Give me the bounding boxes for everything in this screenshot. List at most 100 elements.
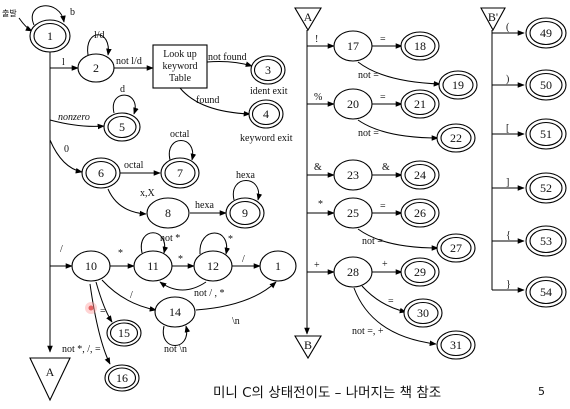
- left-states: 1 2 Look up keyword Table 3 4 5 6 7 8: [29, 19, 297, 392]
- state-18-inner: [404, 34, 436, 58]
- edges: [18, 5, 525, 365]
- state-54-inner: [529, 279, 563, 305]
- edge-table-4: [179, 87, 251, 117]
- edge-start: [18, 17, 33, 32]
- label-loop-2: l/d: [94, 30, 105, 41]
- label-loop-14: not \n: [164, 344, 187, 355]
- state-2: [77, 53, 115, 83]
- keyword-table-line-2: keyword: [163, 61, 198, 72]
- state-25: [333, 197, 373, 229]
- state-6-inner: [85, 160, 117, 186]
- state-4-label: 4: [263, 107, 269, 121]
- state-12-label: 12: [207, 259, 219, 273]
- label-28-31: not =, +: [352, 326, 384, 337]
- state-26-label: 26: [414, 206, 426, 220]
- label-plus: +: [314, 260, 320, 271]
- state-3-inner: [253, 58, 283, 82]
- connector-b: [294, 335, 322, 360]
- cursor-dot: [88, 305, 94, 311]
- edge-17-19: [357, 61, 441, 87]
- state-51-label: 51: [540, 127, 552, 141]
- edge-table-3: [206, 61, 253, 67]
- state-31-inner: [440, 333, 472, 357]
- label-loop-1: b: [70, 7, 75, 18]
- label-23-24: &: [382, 162, 390, 173]
- state-21-label: 21: [414, 97, 426, 111]
- label-bang: !: [315, 34, 318, 45]
- edge-10-16: [89, 283, 111, 365]
- label-17-18: =: [380, 34, 386, 45]
- state-49-inner: [529, 20, 563, 46]
- state-11: [133, 250, 173, 282]
- edge-10-15: [95, 281, 113, 323]
- label-20-22: not =: [358, 128, 379, 139]
- state-7-label: 7: [177, 166, 183, 180]
- label-1-2: l: [62, 57, 65, 68]
- state-53-label: 53: [540, 234, 552, 248]
- label-28-29: +: [382, 259, 388, 270]
- state-1-return: [259, 250, 297, 282]
- label-17-19: not =: [358, 70, 379, 81]
- connector-a-top-label: A: [304, 10, 313, 24]
- edge-20-22: [357, 119, 439, 141]
- edge-28-31: [353, 287, 437, 346]
- label-25-27: not =: [362, 236, 383, 247]
- edge-loop-11: [140, 232, 169, 254]
- state-23: [333, 159, 373, 191]
- state-20: [333, 88, 373, 120]
- label-slash: /: [60, 244, 63, 255]
- label-lparen: (: [506, 22, 510, 33]
- edge-28-30: [361, 285, 407, 314]
- state-52-label: 52: [540, 181, 552, 195]
- label-12-11-back: not / , *: [194, 288, 225, 299]
- label-6-8: x,X: [140, 188, 156, 199]
- state-17-label: 17: [347, 39, 359, 53]
- connector-a-bottom-label: A: [46, 365, 55, 379]
- edge-loop-9: [232, 180, 263, 201]
- slide-caption: 미니 C의 상태전이도 – 나머지는 책 참조: [213, 385, 441, 401]
- label-loop-12: *: [228, 234, 233, 245]
- state-9-label: 9: [242, 206, 248, 220]
- label-20-21: =: [380, 92, 386, 103]
- label-table-3: not found: [208, 52, 247, 63]
- state-26-inner: [404, 201, 436, 225]
- label-10-16: not *, /, =: [62, 344, 101, 355]
- edge-25-27: [357, 228, 439, 251]
- state-11-label: 11: [147, 259, 159, 273]
- label-lbrace: {: [506, 230, 511, 241]
- page-number: 5: [538, 385, 545, 398]
- keyword-table-line-1: Look up: [163, 49, 197, 60]
- edge-loop-2: [87, 34, 112, 56]
- connector-b-label: B: [304, 338, 312, 352]
- state-51-inner: [529, 121, 563, 147]
- label-rbracket: ]: [506, 177, 509, 188]
- block-a-labels: ! = not = % = not = & & * = not = + + = …: [314, 34, 394, 337]
- state-28: [333, 256, 373, 288]
- state-30-inner: [407, 301, 439, 325]
- connectors: A A B B': [29, 7, 506, 402]
- state-23-label: 23: [347, 168, 359, 182]
- label-loop-9: hexa: [236, 170, 255, 181]
- state-9-inner: [229, 200, 261, 226]
- edge-loop-7: [168, 140, 197, 161]
- state-31-label: 31: [450, 338, 462, 352]
- state-21-inner: [404, 92, 436, 116]
- label-ident-exit: ident exit: [250, 86, 288, 97]
- connector-a-bottom: [29, 357, 71, 402]
- label-11-12: *: [178, 254, 183, 265]
- state-28-label: 28: [347, 265, 359, 279]
- state-14: [154, 296, 196, 328]
- state-5-inner: [107, 115, 137, 139]
- state-27-inner: [440, 236, 472, 260]
- label-nonzero: nonzero: [58, 112, 90, 123]
- edge-6-8: [107, 188, 147, 217]
- label-10-11: *: [118, 248, 123, 259]
- label-2-table: not l/d: [116, 56, 142, 67]
- label-zero: 0: [64, 144, 69, 155]
- edge-1-5: [49, 119, 105, 130]
- connector-a-top: [294, 7, 322, 32]
- state-14-label: 14: [169, 305, 181, 319]
- state-15-label: 15: [118, 326, 130, 340]
- state-49-label: 49: [540, 26, 552, 40]
